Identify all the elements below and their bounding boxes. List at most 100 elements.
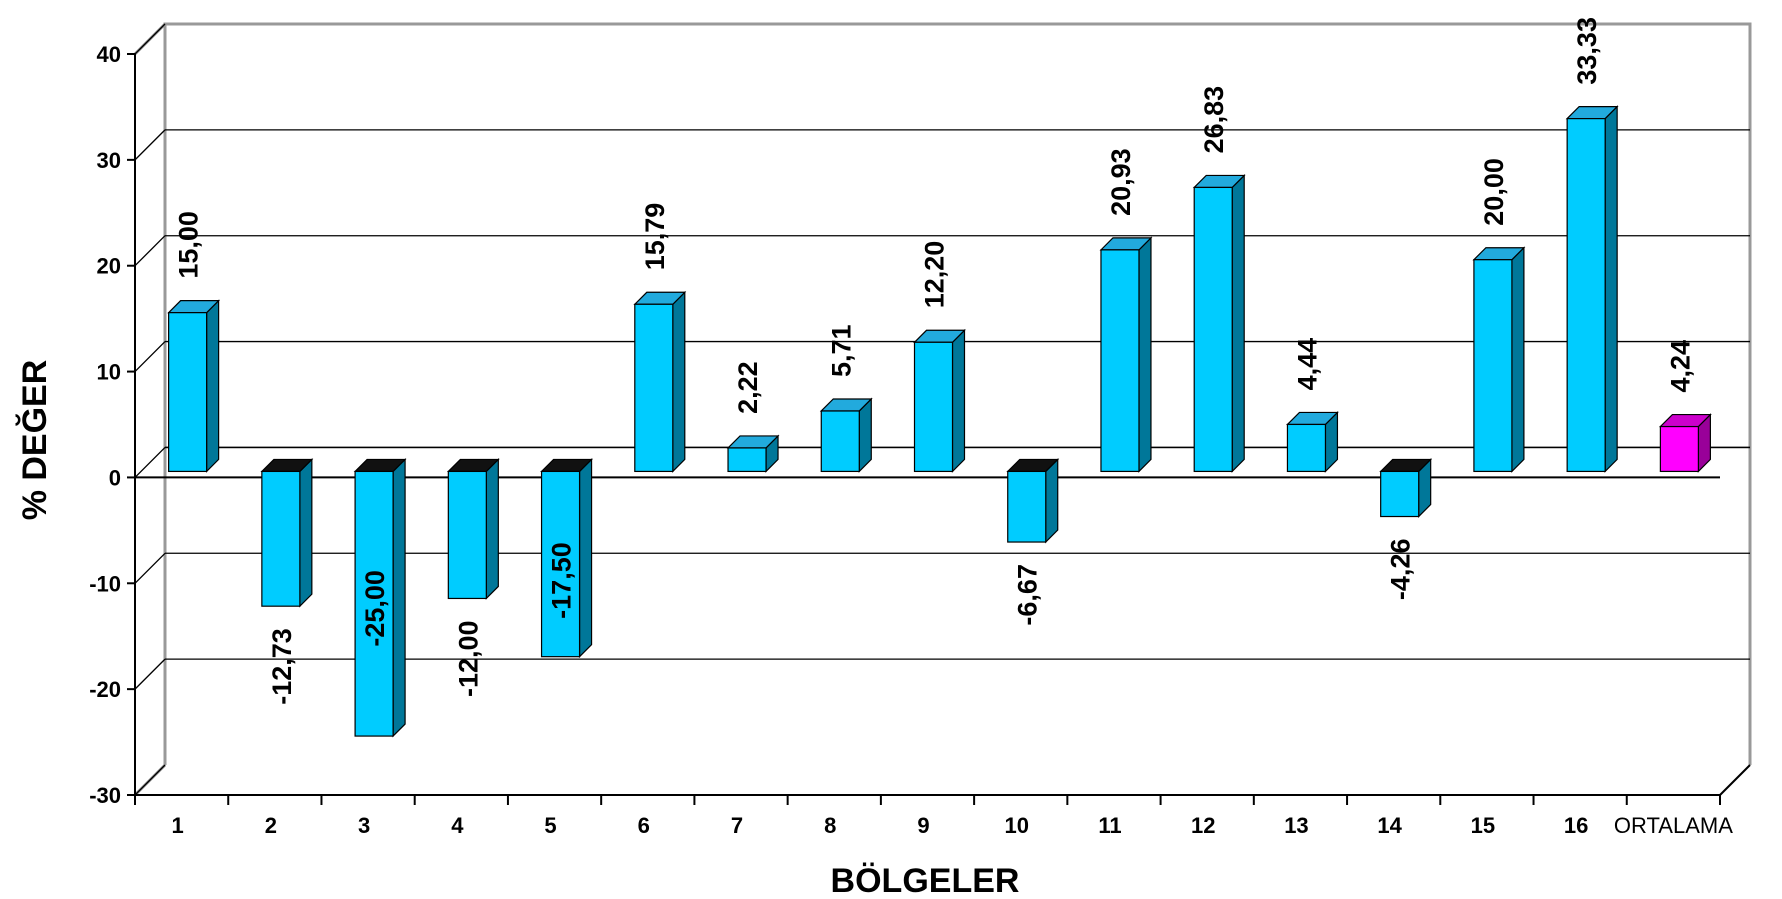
data-label: 33,33 [1572,17,1602,85]
bar-9 [913,328,966,473]
bar-8 [819,397,873,473]
x-tick-label: 10 [1004,813,1028,838]
bar-front [1286,423,1327,473]
bar-side [578,457,593,659]
bar-side [206,299,220,473]
x-axis-title: BÖLGELER [831,862,1020,899]
gridline-side [134,446,166,478]
data-label: 15,00 [174,211,204,279]
bar-side [485,457,499,600]
y-tick-label: 20 [97,254,121,279]
bar-front [727,447,767,473]
bar-side [1604,105,1618,473]
x-tick-label: 11 [1098,813,1121,838]
data-label: 12,20 [920,241,950,309]
x-tick-label: 4 [451,813,464,838]
data-labels: 15,00 -12,73 -25,00 -12,00 -17,50 15,79 2,22 5,… [174,17,1696,705]
data-label: 4,24 [1665,340,1695,393]
x-tick-label: 15 [1471,813,1495,838]
bar-16 [1565,105,1619,473]
gridline-side [134,552,166,584]
bar-front [447,470,487,600]
bars [167,105,1712,738]
bar-front [913,341,954,473]
bar-3 [353,457,407,738]
bar-1 [167,299,221,473]
bar-front [820,410,860,473]
x-tick-label: 6 [638,813,650,838]
bar-2 [260,457,314,608]
gridline-side [134,235,166,267]
x-tick-label: 3 [358,813,370,838]
y-tick-label: 0 [109,465,121,490]
bar-7 [726,434,780,473]
bar-front [1473,259,1513,473]
x-tick-label: 13 [1284,813,1308,838]
bar-side [672,290,686,473]
data-label: -12,73 [267,628,297,705]
data-label: -6,67 [1013,564,1043,626]
y-tick-label: 30 [97,148,121,173]
bar-front [634,303,674,473]
bar-5 [540,457,594,659]
gridline-side [134,23,166,55]
data-label: 26,83 [1199,86,1229,154]
bar-15 [1472,246,1526,473]
bar-front [1566,118,1606,473]
bar-6 [633,290,687,473]
x-tick-label: 9 [917,813,929,838]
data-label: 20,00 [1479,158,1509,226]
bar-side [1138,236,1152,473]
bar-front [1380,470,1420,518]
gridline-side [134,129,166,161]
bar-12 [1192,173,1246,473]
bar-11 [1099,236,1153,473]
bar-front [354,470,394,737]
bar-side [1045,457,1059,544]
data-label: -25,00 [360,570,390,647]
data-label: 20,93 [1106,148,1136,216]
x-tick-label: 1 [171,813,183,838]
back-wall [163,22,1752,765]
bar-10 [1006,457,1060,544]
gridline-side [134,658,166,690]
bar-side [392,457,406,738]
bar-14 [1379,457,1433,518]
bar-13 [1285,410,1339,473]
data-label: -12,00 [453,620,483,697]
x-tick-label: 2 [265,813,277,838]
bar-side [1231,173,1245,473]
bar-front [168,312,208,473]
data-label: 4,44 [1292,338,1322,391]
y-tick-label: 40 [97,42,121,67]
bar-front [1193,186,1233,473]
x-tick-label: 14 [1377,813,1402,838]
y-tick-label: 10 [97,360,121,385]
bar-side [951,328,966,473]
bar-front [540,470,581,658]
bar-side [1511,246,1525,473]
bar-side [299,457,313,608]
x-tick-label: 5 [544,813,556,838]
y-tick-label: -30 [89,783,121,808]
bar-front [261,470,301,607]
x-tick-label: 8 [824,813,836,838]
data-label: 15,79 [640,203,670,271]
y-axis-title: % DEĞER [16,360,54,521]
bar-average [1658,413,1712,473]
x-tick-label: 16 [1564,813,1588,838]
y-tick-label: -20 [89,677,121,702]
data-label: -17,50 [547,542,577,619]
bar-front [1100,249,1140,473]
y-tick-label: -10 [89,571,121,596]
data-label: 2,22 [733,361,763,414]
gridline-side [134,341,166,373]
data-label: 5,71 [826,324,856,377]
x-tick-label: ORTALAMA [1614,813,1733,838]
x-tick-label: 12 [1191,813,1215,838]
gridline-side [134,764,166,796]
floor-edge-right [1719,764,1751,796]
bar-4 [446,457,500,600]
data-label: -4,26 [1386,539,1416,601]
